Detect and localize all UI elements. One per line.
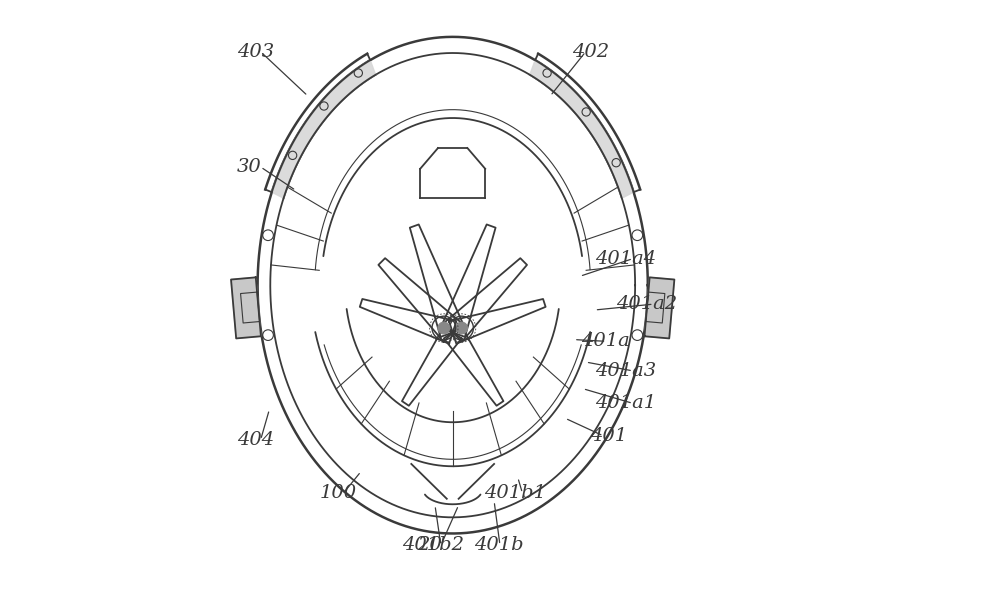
Text: 403: 403 (237, 43, 274, 61)
Polygon shape (644, 277, 674, 339)
Text: 100: 100 (320, 484, 357, 503)
Polygon shape (272, 60, 376, 198)
Circle shape (438, 322, 450, 334)
Text: 401b: 401b (474, 536, 524, 554)
Circle shape (456, 322, 467, 334)
Text: 401b2: 401b2 (403, 536, 465, 554)
Text: 30: 30 (237, 158, 262, 176)
Text: 401a1: 401a1 (596, 394, 657, 412)
Polygon shape (530, 60, 634, 198)
Text: 401a4: 401a4 (596, 249, 657, 267)
Text: 401a2: 401a2 (616, 295, 677, 313)
Polygon shape (231, 277, 261, 339)
Text: 401a: 401a (581, 332, 630, 350)
Text: 401: 401 (590, 427, 627, 445)
Text: 20: 20 (417, 536, 442, 554)
Text: 401a3: 401a3 (596, 362, 657, 380)
Text: 404: 404 (237, 431, 274, 449)
Text: 402: 402 (572, 43, 609, 61)
Text: 401b1: 401b1 (484, 484, 546, 503)
